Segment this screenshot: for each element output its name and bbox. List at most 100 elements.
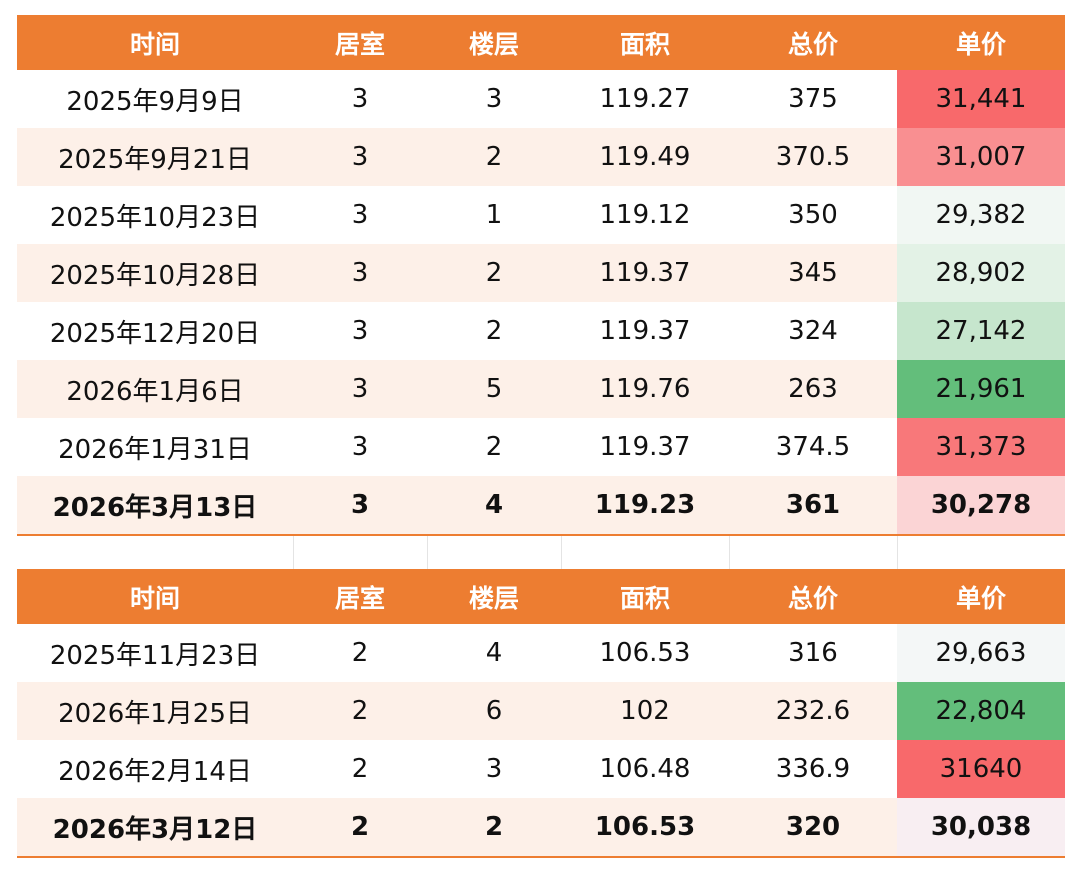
cell: 2025年10月23日 — [49, 202, 261, 233]
cell: 232.6 — [729, 682, 897, 740]
data-row: 2025年9月9日 3 3 119.27 375 31,441 — [17, 70, 1065, 128]
header-cell: 时间 — [17, 15, 293, 70]
header-cell: 面积 — [561, 569, 729, 624]
cell: 119.76 — [561, 360, 729, 418]
data-row: 2025年10月28日 3 2 119.37 345 28,902 — [17, 244, 1065, 302]
cell: 2026年3月13日 — [17, 476, 293, 535]
unit-price-cell: 31,441 — [897, 70, 1065, 128]
cell: 2 — [427, 128, 561, 186]
header-row: 时间 居室 楼层 面积 总价 单价 — [17, 569, 1065, 624]
cell: 374.5 — [775, 432, 851, 462]
header-cell: 居室 — [293, 569, 427, 624]
unit-price-cell: 31,007 — [897, 128, 1065, 186]
cell: 2025年9月9日 — [66, 86, 244, 117]
header-cell: 楼层 — [427, 15, 561, 70]
data-row: 2026年1月31日 3 2 119.37 374.5 31,373 — [17, 418, 1065, 476]
unit-price-cell: 22,804 — [897, 682, 1065, 740]
cell: 4 — [427, 476, 561, 535]
data-row: 2025年11月23日 2 4 106.53 316 29,663 — [17, 624, 1065, 682]
cell: 350 — [788, 200, 838, 230]
cell: 4 — [485, 638, 503, 668]
cell: 2 — [351, 638, 369, 668]
cell: 2025年12月20日 — [49, 318, 261, 349]
header-cell: 面积 — [561, 15, 729, 70]
cell: 2026年1月31日 — [58, 434, 252, 465]
cell: 3 — [351, 200, 369, 230]
cell: 3 — [293, 244, 427, 302]
cell: 1 — [485, 200, 503, 230]
data-row: 2026年1月6日 3 5 119.76 263 21,961 — [17, 360, 1065, 418]
header-cell: 总价 — [729, 569, 897, 624]
cell: 375 — [788, 84, 838, 114]
cell: 3 — [293, 360, 427, 418]
header-cell: 时间 — [17, 569, 293, 624]
data-row: 2025年9月21日 3 2 119.49 370.5 31,007 — [17, 128, 1065, 186]
cell: 106.53 — [561, 798, 729, 857]
empty-cell — [896, 536, 1065, 569]
cell: 119.12 — [599, 200, 691, 230]
cell: 2025年10月28日 — [17, 244, 293, 302]
data-row: 2026年1月25日 2 6 102 232.6 22,804 — [17, 682, 1065, 740]
cell: 119.37 — [599, 316, 691, 346]
header-row: 时间 居室 楼层 面积 总价 单价 — [17, 15, 1065, 70]
cell: 3 — [485, 754, 503, 784]
unit-price-cell: 31,373 — [897, 418, 1065, 476]
cell: 3 — [351, 432, 369, 462]
spacer-row — [17, 536, 1065, 569]
unit-price-cell: 28,902 — [897, 244, 1065, 302]
header-cell: 居室 — [293, 15, 427, 70]
empty-cell — [560, 536, 729, 569]
cell: 2026年1月25日 — [17, 682, 293, 740]
cell: 102 — [561, 682, 729, 740]
header-cell: 单价 — [897, 569, 1065, 624]
unit-price-cell: 30,038 — [897, 798, 1065, 857]
unit-price-cell: 31640 — [897, 740, 1065, 798]
cell: 3 — [485, 84, 503, 114]
data-row: 2026年3月12日 2 2 106.53 320 30,038 — [17, 798, 1065, 857]
cell: 2026年2月14日 — [58, 756, 252, 787]
data-row: 2025年10月23日 3 1 119.12 350 29,382 — [17, 186, 1065, 244]
cell: 2 — [485, 316, 503, 346]
unit-price-cell: 21,961 — [897, 360, 1065, 418]
cell: 361 — [729, 476, 897, 535]
cell: 2026年1月6日 — [17, 360, 293, 418]
cell: 119.23 — [561, 476, 729, 535]
header-cell: 单价 — [897, 15, 1065, 70]
cell: 320 — [729, 798, 897, 857]
empty-cell — [292, 536, 427, 569]
cell: 2 — [293, 798, 427, 857]
empty-cell — [728, 536, 897, 569]
cell: 3 — [351, 316, 369, 346]
unit-price-cell: 30,278 — [897, 476, 1065, 535]
cell: 106.53 — [599, 638, 691, 668]
cell: 2025年11月23日 — [49, 640, 261, 671]
cell: 6 — [427, 682, 561, 740]
data-row: 2025年12月20日 3 2 119.37 324 27,142 — [17, 302, 1065, 360]
price-table: 时间 居室 楼层 面积 总价 单价 2025年11月23日 2 4 106.53 316 29,663… — [17, 569, 1065, 858]
tables: 时间 居室 楼层 面积 总价 单价 2025年9月9日 3 3 119.27 375 31,441 20… — [17, 15, 1065, 858]
cell: 2 — [427, 798, 561, 857]
header-cell: 总价 — [729, 15, 897, 70]
empty-cell — [17, 536, 293, 569]
cell: 3 — [351, 84, 369, 114]
cell: 2 — [427, 244, 561, 302]
cell: 3 — [293, 128, 427, 186]
cell: 106.48 — [599, 754, 691, 784]
unit-price-cell: 29,663 — [897, 624, 1065, 682]
cell: 370.5 — [729, 128, 897, 186]
cell: 2 — [485, 432, 503, 462]
data-row: 2026年2月14日 2 3 106.48 336.9 31640 — [17, 740, 1065, 798]
data-row: 2026年3月13日 3 4 119.23 361 30,278 — [17, 476, 1065, 535]
unit-price-cell: 27,142 — [897, 302, 1065, 360]
price-table: 时间 居室 楼层 面积 总价 单价 2025年9月9日 3 3 119.27 375 31,441 20… — [17, 15, 1065, 536]
cell: 119.49 — [561, 128, 729, 186]
cell: 316 — [788, 638, 838, 668]
empty-cell — [426, 536, 561, 569]
cell: 119.37 — [599, 432, 691, 462]
cell: 2026年3月12日 — [17, 798, 293, 857]
cell: 2025年9月21日 — [17, 128, 293, 186]
cell: 345 — [729, 244, 897, 302]
cell: 2 — [293, 682, 427, 740]
cell: 5 — [427, 360, 561, 418]
